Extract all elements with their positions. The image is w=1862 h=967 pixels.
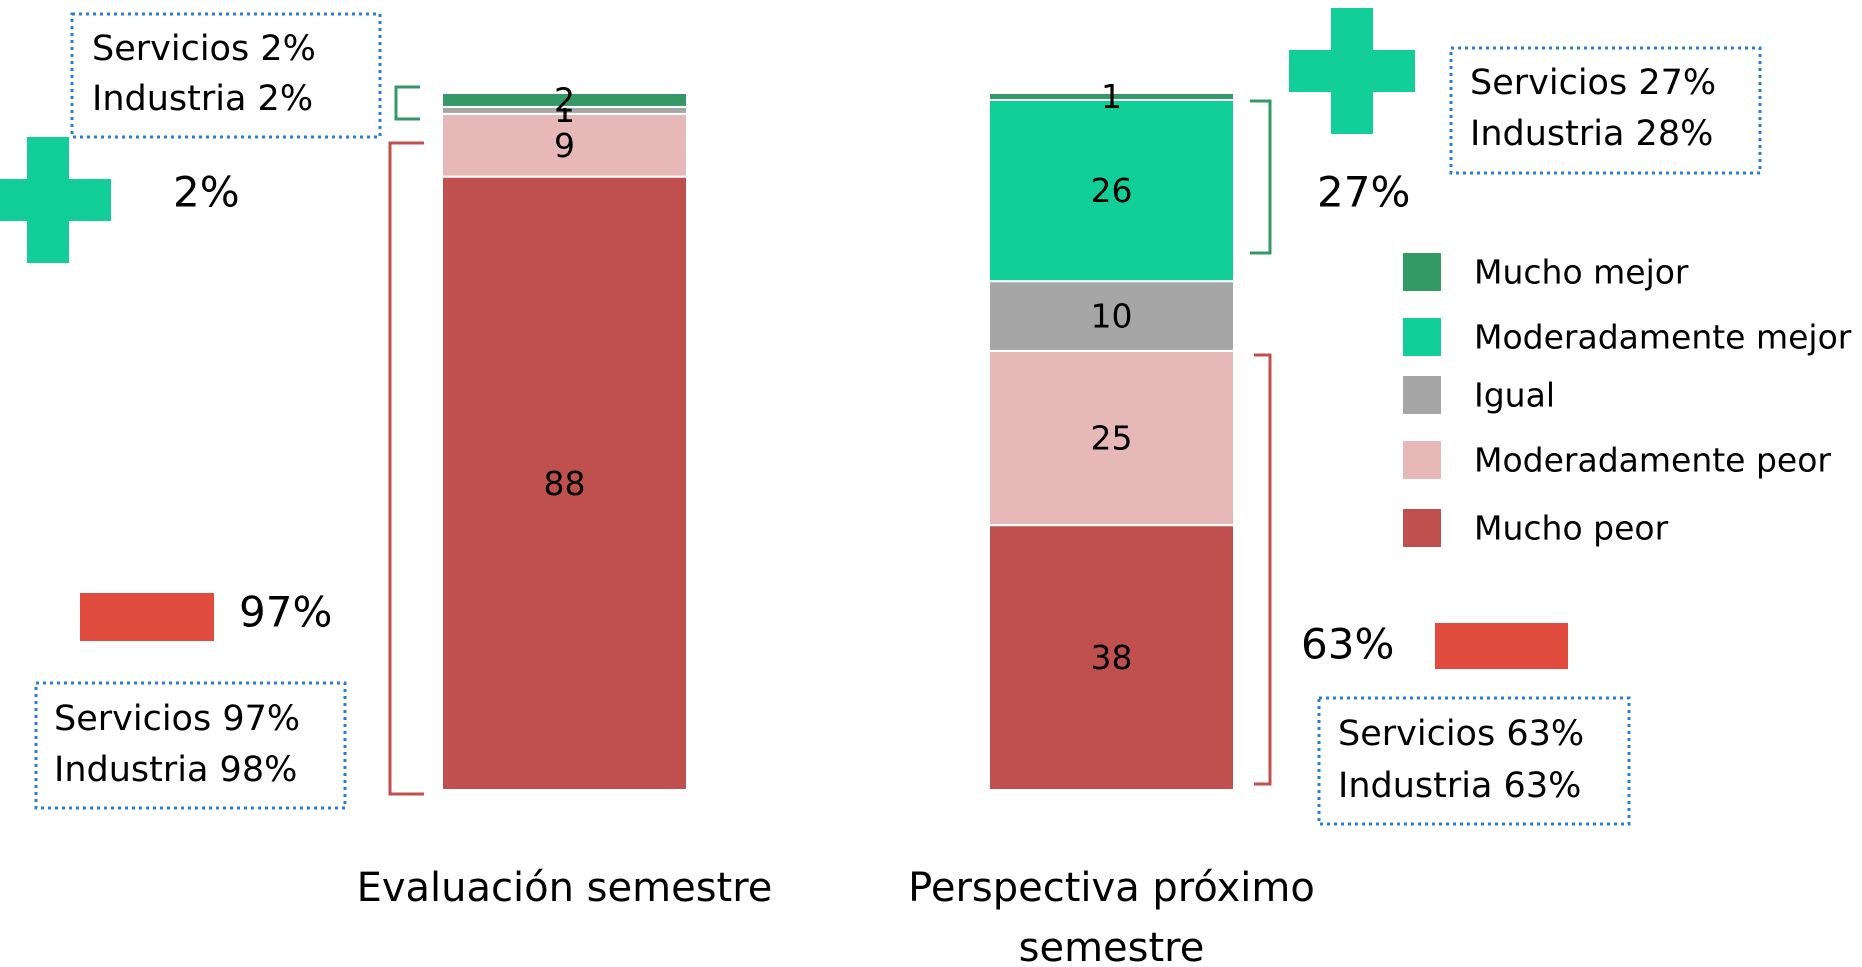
bracket bbox=[394, 85, 420, 121]
legend-label: Moderadamente mejor bbox=[1474, 318, 1852, 357]
legend-swatch bbox=[1403, 509, 1441, 547]
annotation: 2% bbox=[173, 168, 240, 217]
note-box bbox=[1317, 696, 1631, 826]
value-label: 10 bbox=[1091, 297, 1133, 336]
bar-segment bbox=[988, 92, 1235, 101]
legend-label: Moderadamente peor bbox=[1474, 441, 1831, 480]
value-label: 38 bbox=[1091, 638, 1133, 677]
value-label: 26 bbox=[1091, 171, 1133, 210]
legend-label: Mucho mejor bbox=[1474, 253, 1689, 292]
value-label: 25 bbox=[1091, 419, 1133, 458]
annotation: Industria 98% bbox=[54, 750, 297, 790]
legend-swatch bbox=[1403, 441, 1441, 479]
legend-swatch bbox=[1403, 253, 1441, 291]
annotation: 27% bbox=[1317, 168, 1410, 217]
minus-icon bbox=[80, 593, 214, 641]
plus-icon bbox=[0, 137, 111, 263]
note-box bbox=[70, 12, 382, 139]
bar-segment bbox=[441, 112, 688, 178]
bracket bbox=[1250, 99, 1272, 255]
annotation: Industria 2% bbox=[92, 79, 313, 119]
bracket bbox=[388, 141, 424, 796]
bar-segment bbox=[988, 98, 1235, 283]
annotation: Servicios 63% bbox=[1338, 714, 1584, 754]
value-label: 2 bbox=[554, 80, 575, 119]
annotation: Servicios 97% bbox=[54, 699, 300, 739]
bar-segment bbox=[988, 349, 1235, 527]
value-label: 9 bbox=[554, 126, 575, 165]
bar-segment bbox=[441, 92, 688, 108]
legend-label: Igual bbox=[1474, 376, 1555, 415]
legend-swatch bbox=[1403, 318, 1441, 356]
category-label: Perspectiva próximo semestre bbox=[908, 865, 1315, 967]
value-label: 88 bbox=[544, 464, 586, 503]
bar-segment bbox=[988, 524, 1235, 791]
note-box bbox=[34, 681, 347, 810]
annotation: Industria 28% bbox=[1470, 114, 1713, 154]
annotation: 97% bbox=[239, 588, 332, 637]
category-label: Evaluación semestre bbox=[356, 865, 773, 911]
bracket bbox=[1254, 353, 1272, 786]
plus-icon bbox=[1289, 8, 1415, 134]
annotation: Industria 63% bbox=[1338, 766, 1581, 806]
annotation: Servicios 2% bbox=[92, 29, 316, 69]
legend-label: Mucho peor bbox=[1474, 509, 1669, 548]
note-box bbox=[1449, 46, 1762, 175]
minus-icon bbox=[1435, 623, 1568, 669]
annotation: Servicios 27% bbox=[1470, 63, 1716, 103]
value-label: 1 bbox=[1101, 77, 1122, 116]
legend-swatch bbox=[1403, 376, 1441, 414]
bar-segment bbox=[441, 175, 688, 791]
annotation: 63% bbox=[1301, 620, 1394, 669]
